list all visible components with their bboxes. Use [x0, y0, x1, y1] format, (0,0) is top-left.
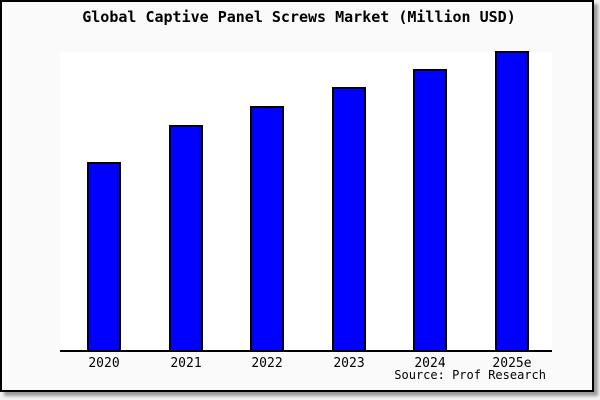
- chart-title: Global Captive Panel Screws Market (Mill…: [82, 8, 516, 26]
- bar-2022: [250, 106, 284, 350]
- plot-area: [60, 51, 552, 352]
- chart-frame: Global Captive Panel Screws Market (Mill…: [0, 0, 594, 392]
- bar-2021: [169, 125, 203, 350]
- x-tick-label-2024: 2024: [414, 356, 446, 371]
- x-tick-label-2020: 2020: [88, 356, 120, 371]
- x-tick-label-2022: 2022: [251, 356, 283, 371]
- source-attribution: Source: Prof Research: [394, 368, 546, 382]
- bar-2025e: [495, 51, 529, 350]
- bar-2020: [87, 162, 121, 350]
- x-tick-label-2023: 2023: [333, 356, 365, 371]
- bar-2024: [413, 69, 447, 350]
- x-tick-label-2021: 2021: [170, 356, 202, 371]
- x-tick-label-2025e: 2025e: [492, 356, 532, 371]
- bar-2023: [332, 87, 366, 350]
